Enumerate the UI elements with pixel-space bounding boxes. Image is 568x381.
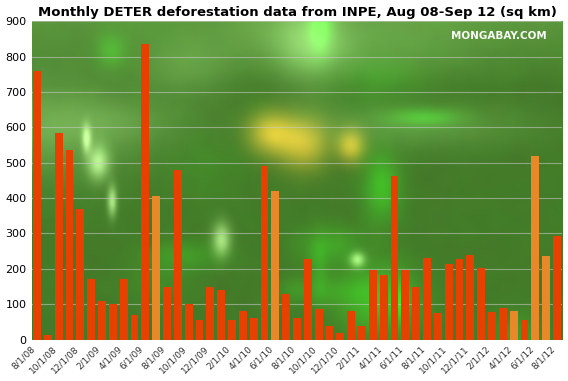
Bar: [521, 320, 528, 339]
Bar: [120, 280, 128, 339]
Bar: [174, 170, 182, 339]
Bar: [445, 264, 453, 339]
Bar: [542, 256, 550, 339]
Bar: [44, 335, 52, 339]
Bar: [456, 259, 463, 339]
Bar: [131, 315, 139, 339]
Text: MONGABAY.COM: MONGABAY.COM: [451, 30, 546, 41]
Bar: [33, 70, 41, 339]
Bar: [195, 320, 203, 339]
Bar: [434, 313, 442, 339]
Bar: [358, 326, 366, 339]
Bar: [272, 191, 279, 339]
Bar: [55, 133, 62, 339]
Bar: [315, 309, 323, 339]
Bar: [499, 308, 507, 339]
Bar: [466, 255, 474, 339]
Bar: [325, 326, 333, 339]
Bar: [228, 320, 236, 339]
Bar: [369, 270, 377, 339]
Bar: [261, 166, 269, 339]
Bar: [77, 209, 84, 339]
Bar: [293, 319, 301, 339]
Bar: [477, 268, 485, 339]
Bar: [185, 304, 193, 339]
Bar: [412, 287, 420, 339]
Bar: [304, 259, 312, 339]
Bar: [553, 236, 561, 339]
Bar: [510, 311, 517, 339]
Bar: [380, 275, 387, 339]
Bar: [152, 196, 160, 339]
Bar: [282, 294, 290, 339]
Bar: [423, 258, 431, 339]
Bar: [336, 333, 344, 339]
Bar: [402, 270, 409, 339]
Bar: [109, 304, 116, 339]
Bar: [347, 311, 355, 339]
Bar: [391, 176, 398, 339]
Bar: [250, 319, 257, 339]
Bar: [98, 301, 106, 339]
Bar: [239, 311, 247, 339]
Bar: [206, 287, 214, 339]
Bar: [163, 287, 171, 339]
Bar: [65, 150, 73, 339]
Bar: [532, 155, 539, 339]
Bar: [488, 312, 496, 339]
Bar: [217, 290, 225, 339]
Bar: [87, 280, 95, 339]
Title: Monthly DETER deforestation data from INPE, Aug 08-Sep 12 (sq km): Monthly DETER deforestation data from IN…: [37, 6, 557, 19]
Bar: [141, 44, 149, 339]
